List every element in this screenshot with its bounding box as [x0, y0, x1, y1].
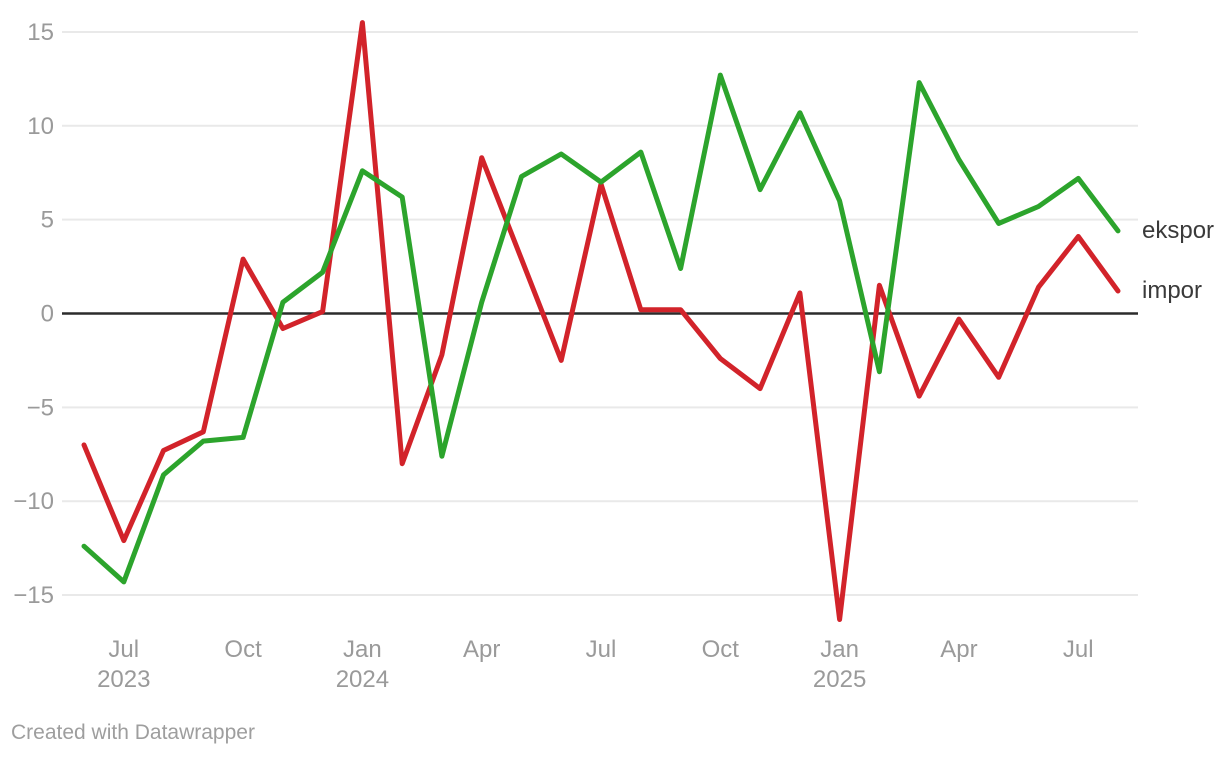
y-tick-label: −15 — [13, 582, 54, 609]
line-chart-canvas: 15 10 5 0 −5 −10 −15 Jul 2023 Oct Jan 2024 Apr Jul Oct… — [13, 19, 1138, 693]
datawrapper-credit: Created with Datawrapper — [11, 721, 255, 744]
x-tick-label: Jan — [343, 636, 382, 663]
x-tick-label: Jul — [108, 636, 139, 663]
x-tick-label: Jan — [820, 636, 859, 663]
x-tick-label: Jul — [1063, 636, 1094, 663]
y-tick-label: 0 — [41, 301, 54, 328]
x-tick-label: Oct — [702, 636, 740, 663]
series-line-impor — [81, 20, 1121, 622]
y-tick-label: 15 — [27, 19, 54, 46]
x-tick-label: Apr — [463, 636, 500, 663]
y-tick-label: 10 — [27, 113, 54, 140]
y-tick-label: −10 — [13, 488, 54, 515]
y-tick-label: 5 — [41, 207, 54, 234]
series-label-impor: impor — [1142, 276, 1203, 304]
x-tick-year-label: 2023 — [97, 666, 150, 693]
x-tick-label: Oct — [224, 636, 262, 663]
x-tick-year-label: 2024 — [336, 666, 389, 693]
x-tick-label: Apr — [940, 636, 977, 663]
y-tick-label: −5 — [27, 394, 54, 421]
x-tick-year-label: 2025 — [813, 666, 866, 693]
series-line-ekspor — [81, 72, 1121, 585]
series-label-ekspor: ekspor — [1142, 216, 1215, 244]
x-tick-label: Jul — [586, 636, 617, 663]
